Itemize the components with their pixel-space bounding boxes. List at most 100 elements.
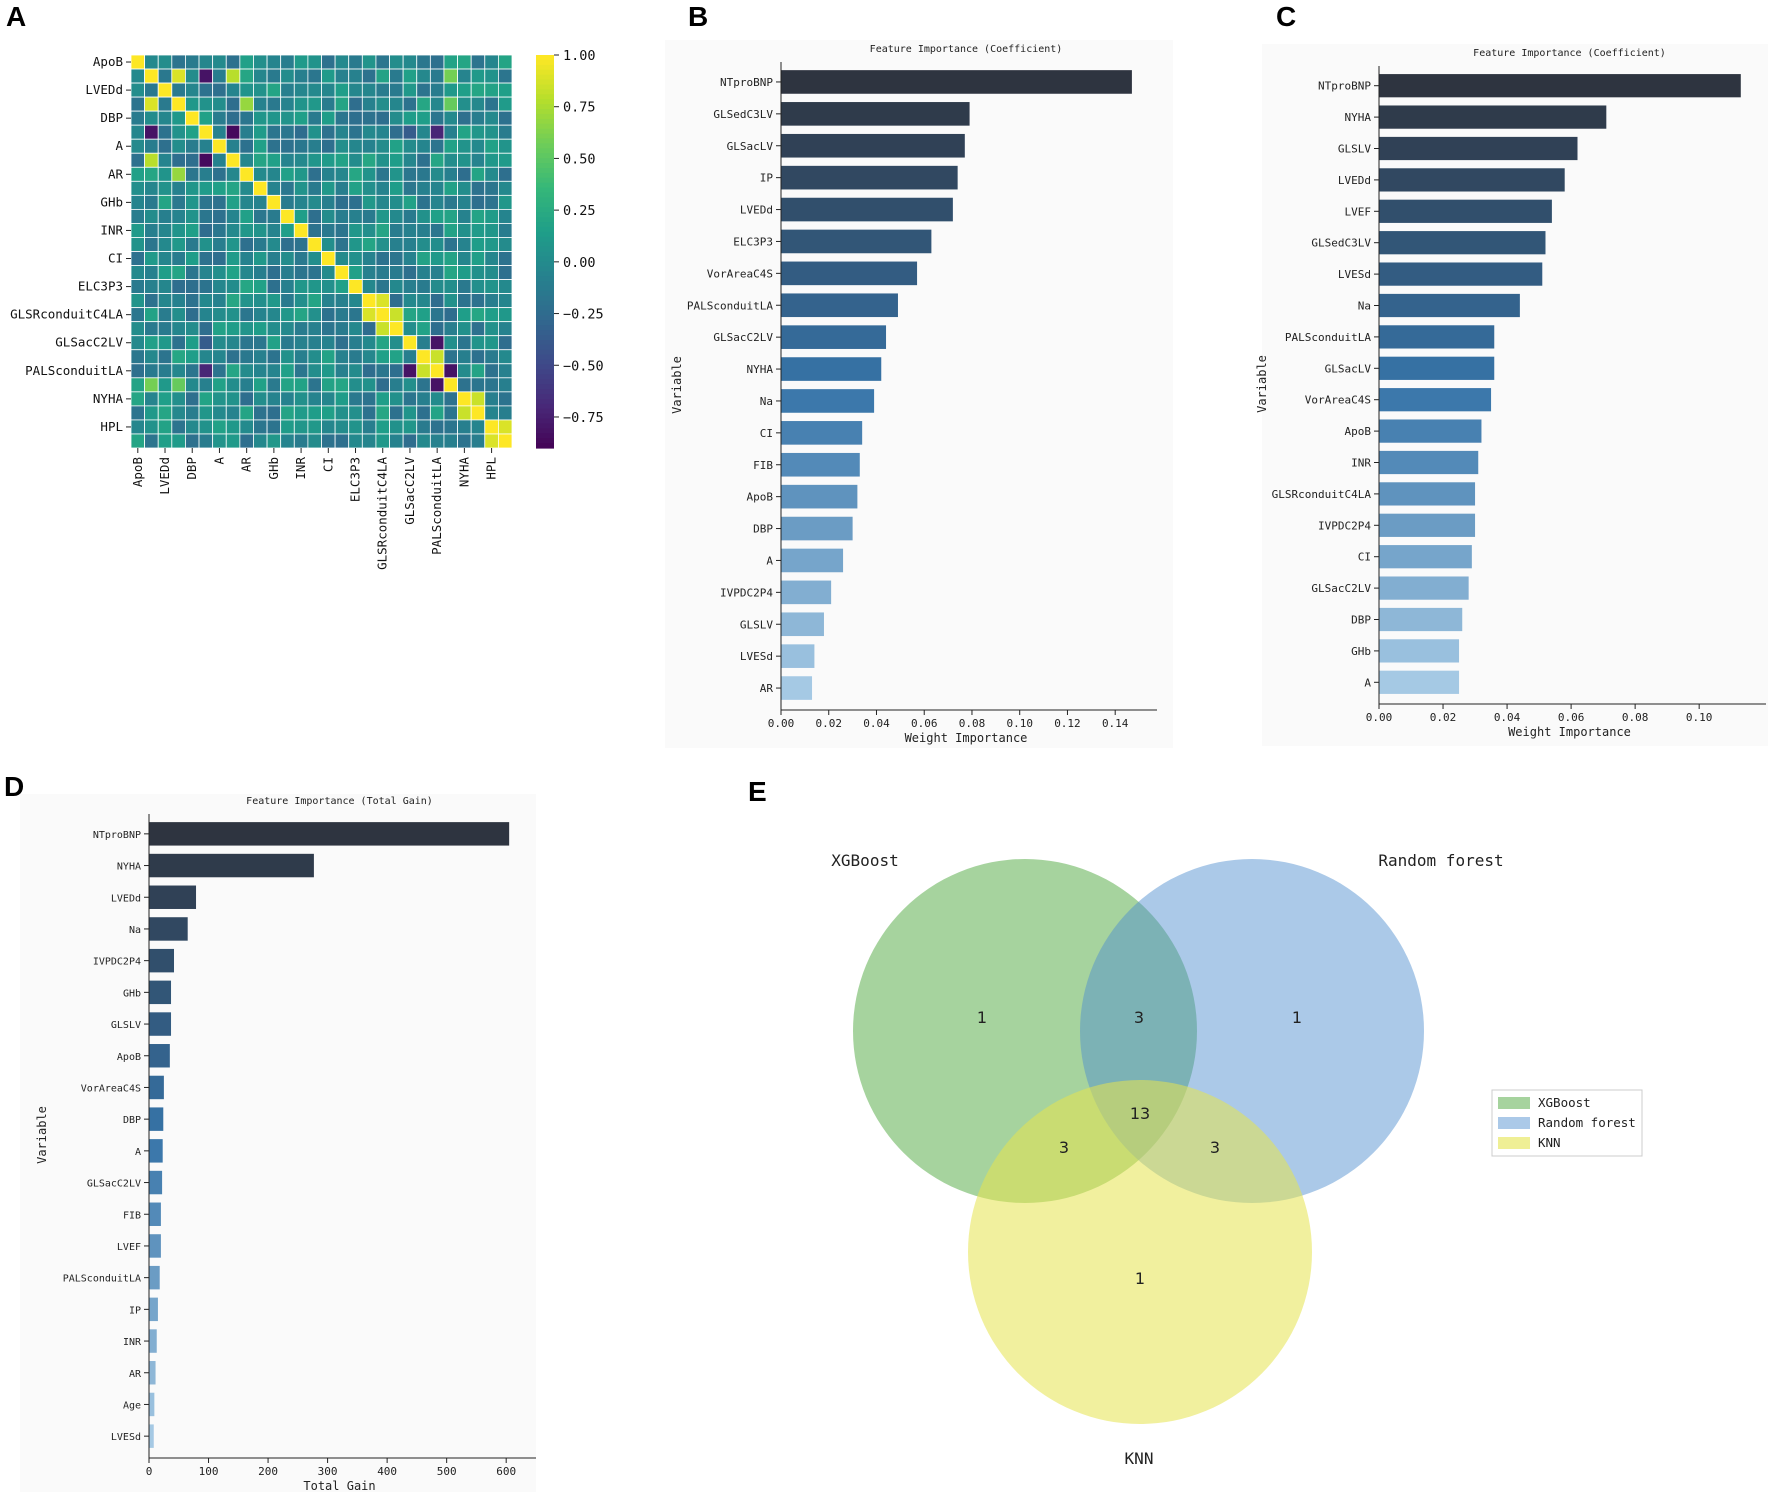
heatmap-cell	[293, 237, 309, 252]
bar	[149, 1329, 157, 1353]
heatmap-cell	[402, 180, 418, 196]
bar-chart-c: Feature Importance (Coefficient) NTproBNP…	[1255, 44, 1768, 746]
heatmap-cell	[225, 279, 241, 295]
heatmap-cell	[293, 110, 309, 126]
heatmap-cell	[375, 138, 390, 154]
heatmap-cell	[389, 321, 404, 337]
heatmap-cell	[225, 237, 241, 252]
heatmap-cell	[484, 293, 499, 309]
heatmap-cell	[497, 194, 513, 210]
heatmap-cell	[470, 96, 486, 112]
heatmap-cell	[348, 96, 363, 112]
heatmap-cell	[484, 68, 499, 84]
heatmap-cell	[321, 208, 336, 224]
heatmap-cell	[185, 223, 200, 238]
heatmap-cell	[484, 377, 499, 393]
x-tick-label: 0.10	[1006, 717, 1033, 730]
heatmap-cell	[389, 54, 404, 70]
heatmap-cell	[130, 194, 146, 210]
heatmap-cell	[144, 321, 159, 337]
heatmap-cell	[429, 124, 445, 140]
heatmap-cell	[348, 110, 363, 126]
heatmap-cell	[239, 194, 254, 210]
y-tick-label: NTproBNP	[1318, 80, 1371, 93]
heatmap-cell	[416, 405, 431, 421]
heatmap-cell	[416, 68, 431, 84]
heatmap-cell	[334, 335, 350, 351]
heatmap-cell	[293, 307, 309, 323]
heatmap-cell	[266, 68, 282, 84]
heatmap-cell	[402, 251, 418, 266]
heatmap-cell	[470, 237, 486, 252]
bar	[1379, 419, 1482, 443]
heatmap-cell	[239, 391, 254, 407]
heatmap-cell	[225, 166, 241, 182]
colorbar-segment	[536, 177, 554, 184]
colorbar-tick-label: −0.25	[563, 307, 604, 323]
x-tick-label: 500	[437, 1465, 457, 1478]
heatmap-cell	[171, 279, 186, 295]
heatmap-cell	[144, 307, 159, 323]
heatmap-cell	[348, 279, 363, 295]
colorbar-segment	[536, 236, 554, 243]
heatmap-cell	[443, 321, 458, 337]
heatmap-cell	[198, 377, 214, 393]
bar	[149, 1044, 170, 1068]
colorbar-segment	[536, 325, 554, 331]
heatmap-cell	[144, 208, 159, 224]
heatmap-cell	[198, 405, 214, 421]
heatmap-cell	[293, 82, 309, 98]
heatmap-cell	[253, 349, 268, 365]
heatmap-cell	[334, 391, 350, 407]
heatmap-cell	[402, 419, 418, 435]
heatmap-cell	[321, 265, 336, 280]
heatmap-cell	[144, 138, 159, 154]
heatmap-cell	[144, 349, 159, 365]
colorbar-segment	[536, 418, 554, 425]
heatmap-cell	[225, 377, 241, 393]
venn-region-xgb-rf: 3	[1134, 1008, 1144, 1027]
heatmap-cell	[266, 279, 282, 295]
heatmap-cell	[225, 54, 241, 70]
heatmap-cell	[293, 152, 309, 168]
bar	[149, 1170, 163, 1195]
colorbar-segment	[536, 143, 554, 149]
heatmap-cell	[497, 363, 513, 379]
heatmap-cell	[470, 363, 486, 379]
heatmap-cell	[484, 405, 499, 421]
bar	[1379, 607, 1463, 632]
heatmap-cell	[185, 405, 200, 421]
venn-set-name-knn: KNN	[1125, 1449, 1154, 1468]
venn-circle-knn	[968, 1080, 1312, 1424]
heatmap-cell	[375, 321, 390, 337]
heatmap-cell	[484, 335, 499, 351]
heatmap-cell	[443, 433, 458, 449]
heatmap-cell	[253, 152, 268, 168]
heatmap-cell	[157, 349, 173, 365]
colorbar-segment	[536, 246, 554, 253]
heatmap-cell	[239, 321, 254, 337]
heatmap-cell	[130, 391, 146, 407]
heatmap-cell	[212, 54, 227, 70]
y-tick-label: DBP	[753, 523, 773, 536]
colorbar-tick-label: −0.75	[563, 410, 604, 426]
heatmap-cell	[157, 377, 173, 393]
heatmap-cell	[402, 307, 418, 323]
heatmap-cell	[130, 124, 146, 140]
heatmap-cell	[212, 208, 227, 224]
heatmap-cell	[198, 124, 214, 140]
y-tick-label: LVESd	[111, 1432, 141, 1443]
heatmap-cell	[130, 96, 146, 112]
heatmap-cell	[484, 349, 499, 365]
heatmap-cell	[253, 419, 268, 435]
heatmap-cell	[416, 124, 431, 140]
heatmap-cell	[157, 391, 173, 407]
venn-region-all-three: 13	[1130, 1104, 1150, 1123]
heatmap-cell	[334, 194, 350, 210]
bar	[149, 1075, 164, 1100]
heatmap-cell	[334, 138, 350, 154]
heatmap-row-label: A	[115, 138, 123, 153]
heatmap-cell	[239, 166, 254, 182]
heatmap-cell	[144, 363, 159, 379]
heatmap-cell	[497, 293, 513, 309]
